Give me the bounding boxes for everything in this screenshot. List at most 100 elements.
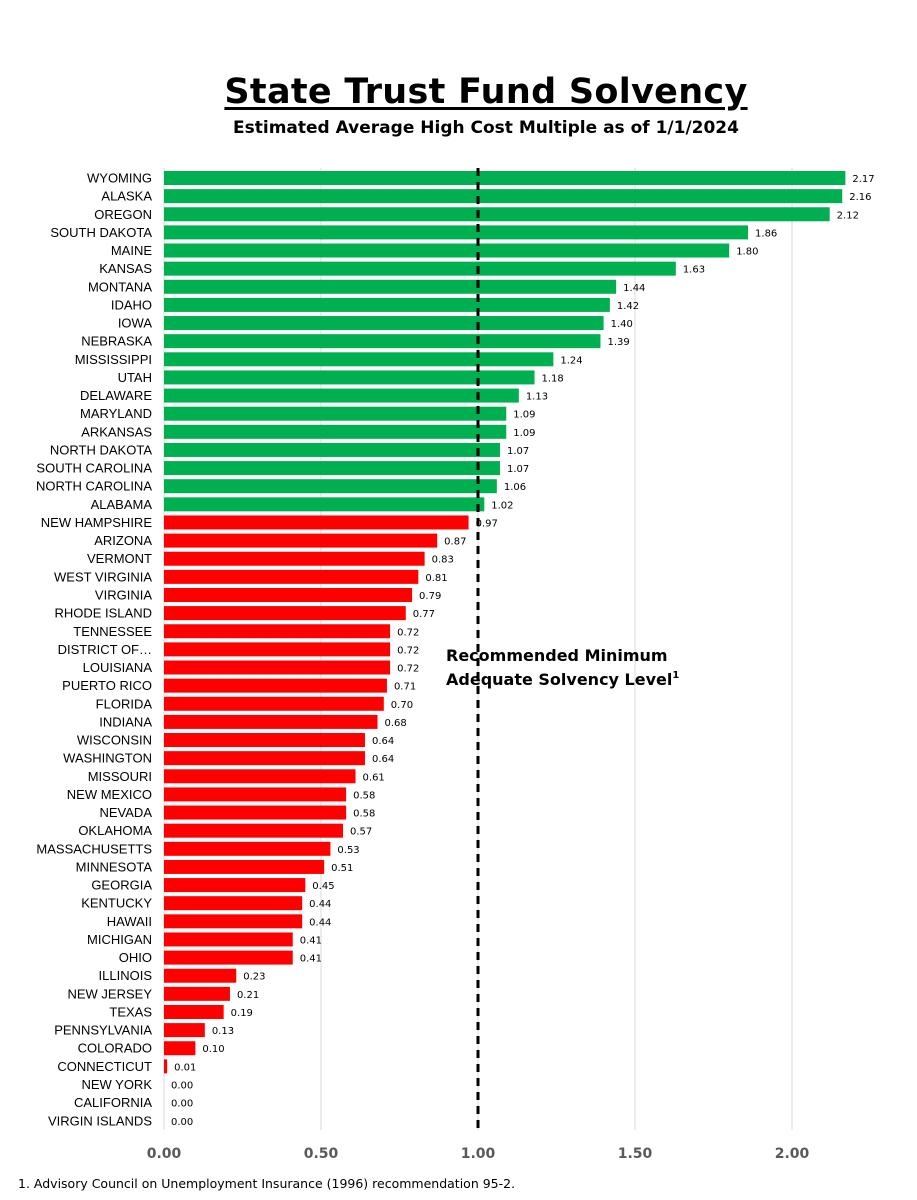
category-label: NEVADA	[100, 805, 153, 820]
data-label: 0.44	[309, 899, 331, 910]
category-label: IDAHO	[111, 297, 152, 312]
bar	[164, 334, 601, 349]
bar	[164, 406, 507, 421]
bar	[164, 279, 617, 294]
category-label: UTAH	[118, 370, 152, 385]
category-label: MASSACHUSETTS	[36, 841, 152, 856]
bar	[164, 914, 303, 929]
bar	[164, 986, 230, 1001]
category-label: NEBRASKA	[81, 334, 152, 349]
category-label: RHODE ISLAND	[54, 606, 152, 621]
data-label: 0.81	[425, 573, 447, 584]
bar	[164, 1004, 224, 1019]
category-label: MAINE	[111, 243, 153, 258]
category-label: ALASKA	[101, 189, 152, 204]
data-label: 0.64	[372, 754, 394, 765]
x-tick-label: 0.50	[304, 1146, 339, 1162]
category-label: CALIFORNIA	[74, 1095, 152, 1110]
data-label: 2.12	[837, 210, 859, 221]
bar	[164, 352, 554, 367]
category-label: SOUTH DAKOTA	[50, 225, 152, 240]
data-label: 2.17	[852, 174, 874, 185]
category-label: ILLINOIS	[99, 968, 153, 983]
bar	[164, 479, 497, 494]
data-label: 0.01	[174, 1062, 196, 1073]
data-label: 0.19	[231, 1008, 253, 1019]
data-label: 0.41	[300, 935, 322, 946]
data-label: 0.72	[397, 664, 419, 675]
category-label: MISSOURI	[88, 769, 152, 784]
category-label: DISTRICT OF…	[58, 642, 152, 657]
data-label: 0.77	[413, 609, 435, 620]
data-label: 0.53	[337, 845, 359, 856]
bar	[164, 171, 846, 185]
category-label: WEST VIRGINIA	[54, 569, 152, 584]
data-label: 1.80	[736, 247, 758, 258]
bar	[164, 533, 438, 548]
data-label: 0.00	[171, 1081, 193, 1092]
category-label: ALABAMA	[91, 497, 153, 512]
bar	[164, 678, 387, 693]
category-label: TEXAS	[109, 1004, 152, 1019]
bar	[164, 442, 500, 457]
category-label: FLORIDA	[96, 696, 153, 711]
category-label: VIRGINIA	[95, 587, 152, 602]
bar	[164, 515, 469, 530]
category-label: DELAWARE	[80, 388, 152, 403]
data-label: 0.72	[397, 627, 419, 638]
reference-annotation-line1: Recommended Minimum	[446, 646, 668, 665]
bar	[164, 461, 500, 476]
category-label: ARIZONA	[94, 533, 152, 548]
data-label: 1.24	[560, 355, 582, 366]
category-label: KANSAS	[99, 261, 152, 276]
data-label: 0.87	[444, 537, 466, 548]
bar	[164, 642, 391, 657]
category-label: WASHINGTON	[63, 751, 152, 766]
data-label: 1.40	[611, 319, 633, 330]
data-label: 0.58	[353, 790, 375, 801]
footnote: 1. Advisory Council on Unemployment Insu…	[18, 1176, 516, 1191]
x-tick-label: 0.00	[147, 1146, 182, 1162]
category-label: KENTUCKY	[81, 896, 152, 911]
data-label: 1.06	[504, 482, 526, 493]
category-label: SOUTH CAROLINA	[36, 461, 152, 476]
bar	[164, 624, 391, 639]
category-label: NEW MEXICO	[67, 787, 152, 802]
data-label: 0.10	[202, 1044, 224, 1055]
category-label: OKLAHOMA	[78, 823, 152, 838]
bar	[164, 497, 485, 512]
bar	[164, 388, 519, 403]
bar-chart: 0.00 0.50 1.00 1.50 2.00 WYOMING 2.17 ALASKA 2.1…	[36, 168, 875, 1162]
bar	[164, 1023, 205, 1038]
data-label: 0.21	[237, 990, 259, 1001]
category-label: NORTH DAKOTA	[50, 442, 152, 457]
category-label: ARKANSAS	[81, 424, 152, 439]
data-label: 0.13	[212, 1026, 234, 1037]
category-label: IOWA	[118, 316, 153, 331]
bar	[164, 261, 676, 276]
bar	[164, 714, 378, 729]
bar	[164, 769, 356, 784]
category-label: VIRGIN ISLANDS	[48, 1113, 152, 1128]
category-label: NEW JERSEY	[67, 986, 152, 1001]
data-label: 0.71	[394, 682, 416, 693]
category-label: PUERTO RICO	[62, 678, 152, 693]
data-label: 0.23	[243, 972, 265, 983]
data-label: 1.13	[526, 392, 548, 403]
data-label: 0.72	[397, 645, 419, 656]
bar	[164, 1041, 196, 1056]
chart-title: State Trust Fund Solvency	[224, 72, 748, 112]
data-label: 1.63	[683, 265, 705, 276]
data-label: 0.45	[312, 881, 334, 892]
data-label: 1.09	[513, 410, 535, 421]
data-label: 0.00	[171, 1117, 193, 1128]
bar	[164, 696, 384, 711]
category-label: WYOMING	[87, 171, 152, 186]
footnote-marker: 1	[672, 670, 679, 681]
category-label: INDIANA	[99, 714, 152, 729]
data-label: 0.41	[300, 954, 322, 965]
category-label: OHIO	[119, 950, 152, 965]
data-label: 1.44	[623, 283, 645, 294]
bar	[164, 733, 365, 748]
bar	[164, 207, 830, 222]
